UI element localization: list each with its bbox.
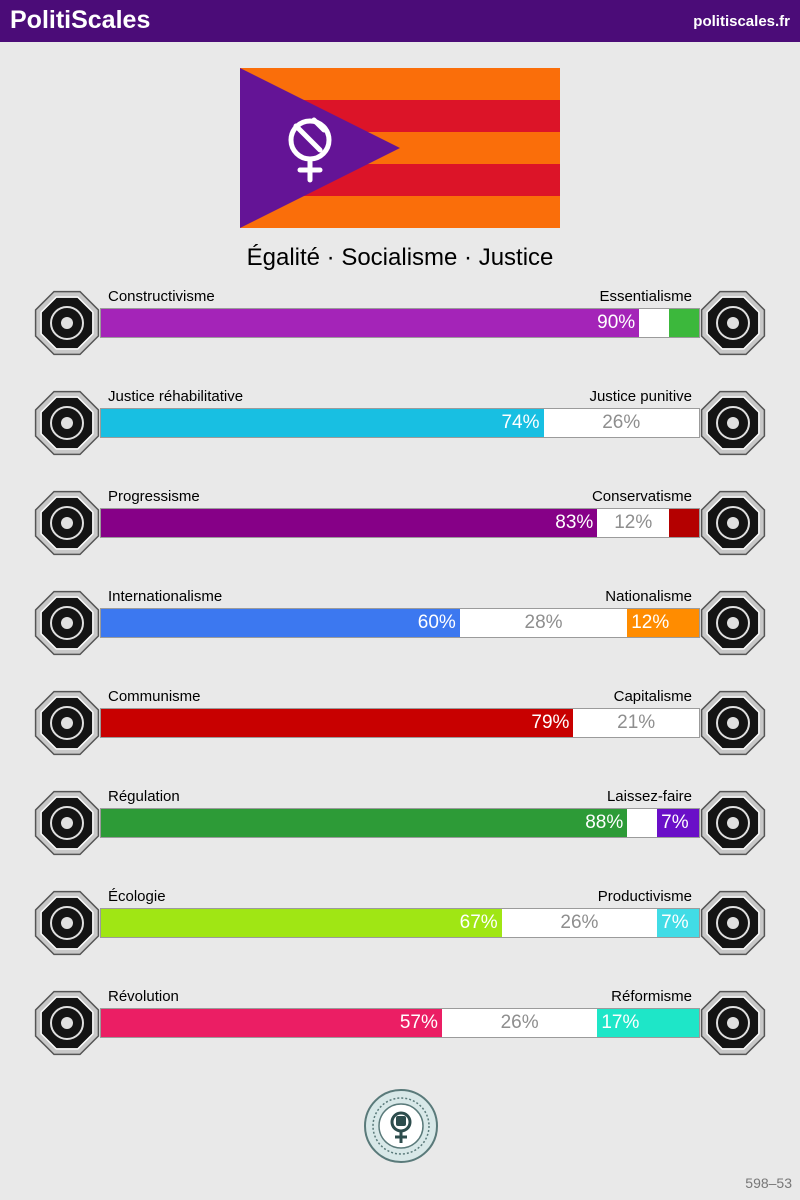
axis-right-segment [669,309,699,337]
rocket-icon [32,488,102,558]
butterfly-icon [698,788,768,858]
axis-left-label: Constructivisme [108,288,215,305]
sprout-icon [32,888,102,958]
axis-middle-segment: 21% [617,712,656,733]
axis-middle-segment: 26% [602,412,641,433]
axis-right-label: Productivisme [597,888,692,905]
axis-row: Écologie Productivisme 67% 26% 7% [0,888,800,968]
eye-web-icon [32,288,102,358]
result-code: 598–53 [745,1175,792,1191]
ruler-set-square-icon [32,788,102,858]
axis-left-segment: 74% [101,409,544,437]
globe-laurel-icon [32,588,102,658]
top-bar: PolitiScales politiscales.fr [0,0,800,42]
axis-right-label: Laissez-faire [606,788,692,805]
axis-right-label: Réformisme [611,988,692,1005]
torch-fist-icon [32,988,102,1058]
axis-right-label: Essentialisme [599,288,692,305]
axis-middle-segment: 26% [500,1012,539,1033]
motto-slogan: Égalité · Socialisme · Justice [246,244,554,271]
axis-right-label: Justice punitive [589,388,692,405]
quill-pen-icon [698,488,768,558]
axis-right-label: Capitalisme [613,688,692,705]
hammer-sickle-icon [32,688,102,758]
axis-row: Justice réhabilitative Justice punitive 74… [0,388,800,468]
axis-right-label: Conservatisme [591,488,692,505]
axis-row: Internationalisme Nationalisme 60% 28% 12% [0,588,800,668]
axis-bar: 90% [100,308,700,338]
axis-left-segment: 60% [101,609,460,637]
axis-row: Communisme Capitalisme 79% 21% [0,688,800,768]
prison-bars-icon [698,388,768,458]
axis-bar: 67% 26% 7% [100,908,700,938]
flag-icon [698,588,768,658]
result-flag [240,68,560,228]
axis-middle-segment [627,809,657,837]
axis-row: Constructivisme Essentialisme 90% [0,288,800,368]
axis-bar: 60% 28% 12% [100,608,700,638]
app-title[interactable]: PolitiScales [10,6,151,34]
site-link[interactable]: politiscales.fr [693,13,790,30]
parliament-icon [698,988,768,1058]
money-bag-icon [698,688,768,758]
axis-bar: 83% 12% [100,508,700,538]
axis-left-segment: 79% [101,709,574,737]
axis-bar: 88% 7% [100,808,700,838]
axis-left-label: Révolution [108,988,179,1005]
axis-right-segment: 17% [597,1009,699,1037]
axis-left-segment: 83% [101,509,598,537]
axis-left-label: Internationalisme [108,588,223,605]
axis-left-segment: 90% [101,309,640,337]
axis-left-label: Justice réhabilitative [108,388,244,405]
axis-left-segment: 67% [101,909,502,937]
handshake-icon [32,388,102,458]
axis-right-segment: 7% [657,909,699,937]
axis-row: Régulation Laissez-faire 88% 7% [0,788,800,868]
axis-right-segment: 7% [657,809,699,837]
axis-middle-segment: 26% [560,912,599,933]
axis-bar: 79% 21% [100,708,700,738]
axis-row: Progressisme Conservatisme 83% 12% [0,488,800,568]
axis-right-label: Nationalisme [605,588,692,605]
axis-left-label: Progressisme [108,488,200,505]
axis-row: Révolution Réformisme 57% 26% 17% [0,988,800,1068]
gear-icon [698,888,768,958]
axis-bar: 74% 26% [100,408,700,438]
axis-left-label: Régulation [108,788,180,805]
axis-middle-segment [639,309,669,337]
axis-left-segment: 88% [101,809,628,837]
feminism-fist-seal-icon [364,1089,438,1163]
dna-flower-icon [698,288,768,358]
hammer-sickle-venus-icon [288,117,332,183]
axis-middle-segment: 12% [614,512,653,533]
axis-middle-segment: 28% [524,612,563,633]
axis-left-segment: 57% [101,1009,442,1037]
axis-left-label: Communisme [108,688,201,705]
axis-right-segment: 12% [627,609,699,637]
axis-right-segment [669,509,699,537]
axis-left-label: Écologie [108,888,166,905]
axis-bar: 57% 26% 17% [100,1008,700,1038]
